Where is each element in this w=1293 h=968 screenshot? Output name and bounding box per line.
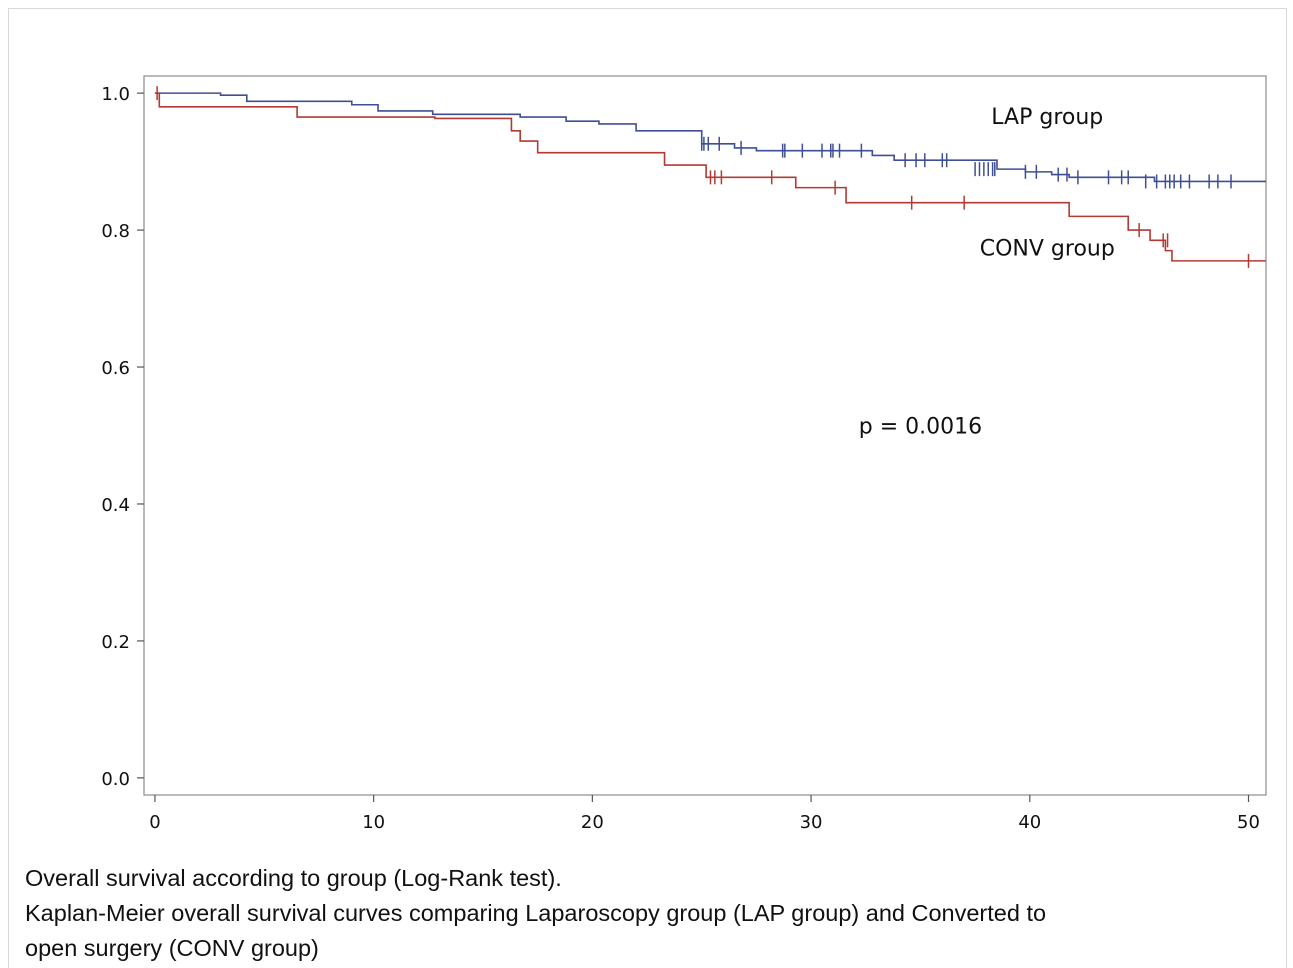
- y-tick-label: 0.2: [101, 632, 130, 653]
- series-layer: [154, 86, 1266, 268]
- x-tick-label: 20: [581, 812, 604, 833]
- survival-chart: 0.0 0.2 0.4 0.6 0.8 1.0 0 10 20 30 40 50 LAP group…: [101, 75, 1267, 833]
- y-tick-label: 0.4: [101, 495, 130, 516]
- chart-annotation: CONV group: [980, 236, 1115, 261]
- x-tick-label: 10: [362, 812, 385, 833]
- chart-annotation: p = 0.0016: [859, 414, 982, 439]
- x-tick-label: 40: [1018, 812, 1041, 833]
- caption-line-3: open surgery (CONV group): [25, 935, 319, 961]
- y-axis: 0.0 0.2 0.4 0.6 0.8 1.0: [101, 84, 144, 790]
- x-tick-label: 0: [149, 812, 160, 833]
- x-axis: 0 10 20 30 40 50: [149, 795, 1260, 833]
- figure-caption: Overall survival according to group (Log…: [25, 861, 1275, 966]
- caption-line-2: Kaplan-Meier overall survival curves com…: [25, 900, 1047, 926]
- chart-annotation: LAP group: [991, 105, 1103, 130]
- figure-panel: 0.0 0.2 0.4 0.6 0.8 1.0 0 10 20 30 40 50 LAP group…: [8, 8, 1287, 968]
- x-tick-label: 50: [1237, 812, 1260, 833]
- y-tick-label: 0.6: [101, 358, 130, 379]
- plot-frame: [143, 75, 1267, 796]
- y-tick-label: 0.8: [101, 221, 130, 242]
- y-tick-label: 0.0: [101, 769, 130, 790]
- x-tick-label: 30: [800, 812, 823, 833]
- annotation-layer: LAP group CONV group p = 0.0016: [859, 105, 1115, 440]
- conv-group-survival-line: [154, 92, 1266, 262]
- caption-line-1: Overall survival according to group (Log…: [25, 865, 562, 891]
- y-tick-label: 1.0: [101, 84, 130, 105]
